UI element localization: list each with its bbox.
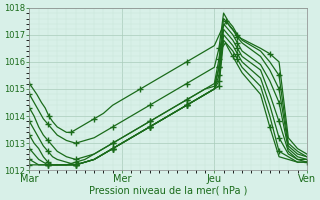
X-axis label: Pression niveau de la mer( hPa ): Pression niveau de la mer( hPa ): [89, 186, 247, 196]
